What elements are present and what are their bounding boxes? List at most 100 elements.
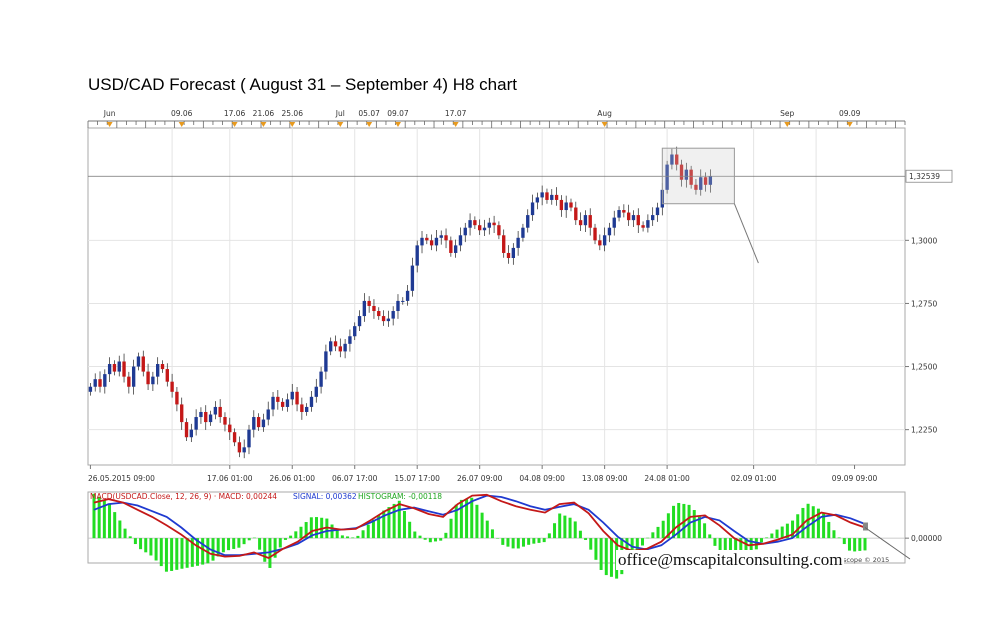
candle-body <box>535 197 540 203</box>
histogram-bar <box>547 533 551 539</box>
candle-body <box>271 396 275 410</box>
candle-body <box>622 210 626 213</box>
histogram-bar <box>227 538 231 551</box>
current-price-label: 1,32539 <box>909 172 940 181</box>
candle-body <box>593 227 597 241</box>
candle-body <box>482 227 487 231</box>
candle-body <box>290 391 294 400</box>
histogram-bar <box>444 532 448 539</box>
candle-body <box>405 290 410 301</box>
histogram-bar <box>672 505 676 539</box>
candle-body <box>641 225 645 228</box>
histogram-bar <box>133 538 137 545</box>
x-tick-label: 13.08 09:00 <box>582 474 628 483</box>
candle-body <box>338 346 342 352</box>
top-date-label: 09.07 <box>387 109 409 118</box>
candle-body <box>463 227 467 236</box>
candle-body <box>497 225 501 236</box>
current-price-box <box>905 169 953 183</box>
histogram-bar <box>511 538 515 549</box>
candle-body <box>127 376 131 387</box>
macd-panel: 0,00000 MACD(USDCAD.Close, 12, 26, 9) · M… <box>87 491 942 579</box>
candle-body <box>588 215 592 228</box>
candle-body <box>204 411 208 423</box>
candle-body <box>516 237 520 248</box>
histogram-bar <box>258 538 262 550</box>
histogram-bar <box>770 533 774 539</box>
histogram-bar <box>723 538 727 562</box>
x-tick-label: 04.08 09:00 <box>519 474 565 483</box>
histogram-bar <box>180 538 184 569</box>
top-date-label: 21.06 <box>253 109 275 118</box>
candle-body <box>304 406 309 412</box>
candle-body <box>117 361 121 372</box>
histogram-bar <box>315 517 319 539</box>
histogram-bar <box>703 523 707 539</box>
candle-body <box>165 369 169 382</box>
histogram-bar <box>108 503 112 539</box>
candle-body <box>574 207 578 221</box>
histogram-bar <box>144 538 148 553</box>
histogram-bar <box>408 521 412 539</box>
histogram-bar <box>263 538 267 562</box>
candle-body <box>314 386 318 397</box>
candle-body <box>372 305 376 312</box>
histogram-bar <box>609 538 613 577</box>
candle-body <box>410 265 415 291</box>
histogram-bar <box>806 503 810 539</box>
x-tick-label: 26.07 09:00 <box>457 474 503 483</box>
histogram-bar <box>816 508 820 539</box>
histogram-bar <box>154 538 158 561</box>
histogram-bar <box>501 538 505 545</box>
histogram-bar <box>185 538 189 568</box>
histogram-bar <box>170 538 174 571</box>
candle-body <box>554 194 559 200</box>
candle-body <box>434 237 439 246</box>
histogram-bar <box>765 537 769 539</box>
watermark-email: office@mscapitalconsulting.com <box>616 550 845 570</box>
candle-body <box>521 227 525 238</box>
candle-body <box>578 220 583 226</box>
candle-body <box>98 379 102 387</box>
candle-body <box>199 411 203 418</box>
histogram-bar <box>206 538 210 564</box>
histogram-bar <box>496 538 500 539</box>
histogram-bar <box>506 538 510 547</box>
histogram-bar <box>413 531 417 539</box>
candle-body <box>617 210 621 218</box>
histogram-bar <box>791 520 795 539</box>
candle-body <box>602 235 607 246</box>
histogram-bar <box>449 518 453 539</box>
candle-body <box>545 192 549 200</box>
histogram-bar <box>211 538 215 561</box>
macd-line <box>93 493 866 560</box>
top-date-marker <box>231 122 238 127</box>
candle-body <box>492 222 496 226</box>
top-date-label: 25.06 <box>282 109 304 118</box>
top-date-label: 17.06 <box>224 109 246 118</box>
histogram-bar <box>366 524 370 539</box>
y-tick-label: 1,2500 <box>911 363 937 372</box>
top-date-marker <box>260 122 267 127</box>
candle-body <box>502 235 506 253</box>
histogram-bar <box>635 538 639 554</box>
histogram-bar <box>832 530 836 539</box>
macd-y-tick-label: 0,00000 <box>911 534 942 543</box>
histogram-bar <box>677 502 681 539</box>
candle-body <box>256 417 261 428</box>
signal-line <box>93 494 866 557</box>
candle-body <box>626 212 631 221</box>
candle-body <box>425 237 429 241</box>
candle-body <box>213 406 218 415</box>
candle-body <box>477 225 482 231</box>
histogram-bar <box>589 538 593 550</box>
histogram-bar <box>232 538 236 549</box>
histogram-bar <box>858 538 862 551</box>
histogram-bar <box>335 530 339 539</box>
x-tick-label: 02.09 01:00 <box>731 474 777 483</box>
top-date-marker <box>106 122 113 127</box>
histogram-bar <box>164 538 168 572</box>
histogram-bar <box>242 538 246 545</box>
top-date-marker <box>846 122 853 127</box>
histogram-bar <box>434 538 438 542</box>
